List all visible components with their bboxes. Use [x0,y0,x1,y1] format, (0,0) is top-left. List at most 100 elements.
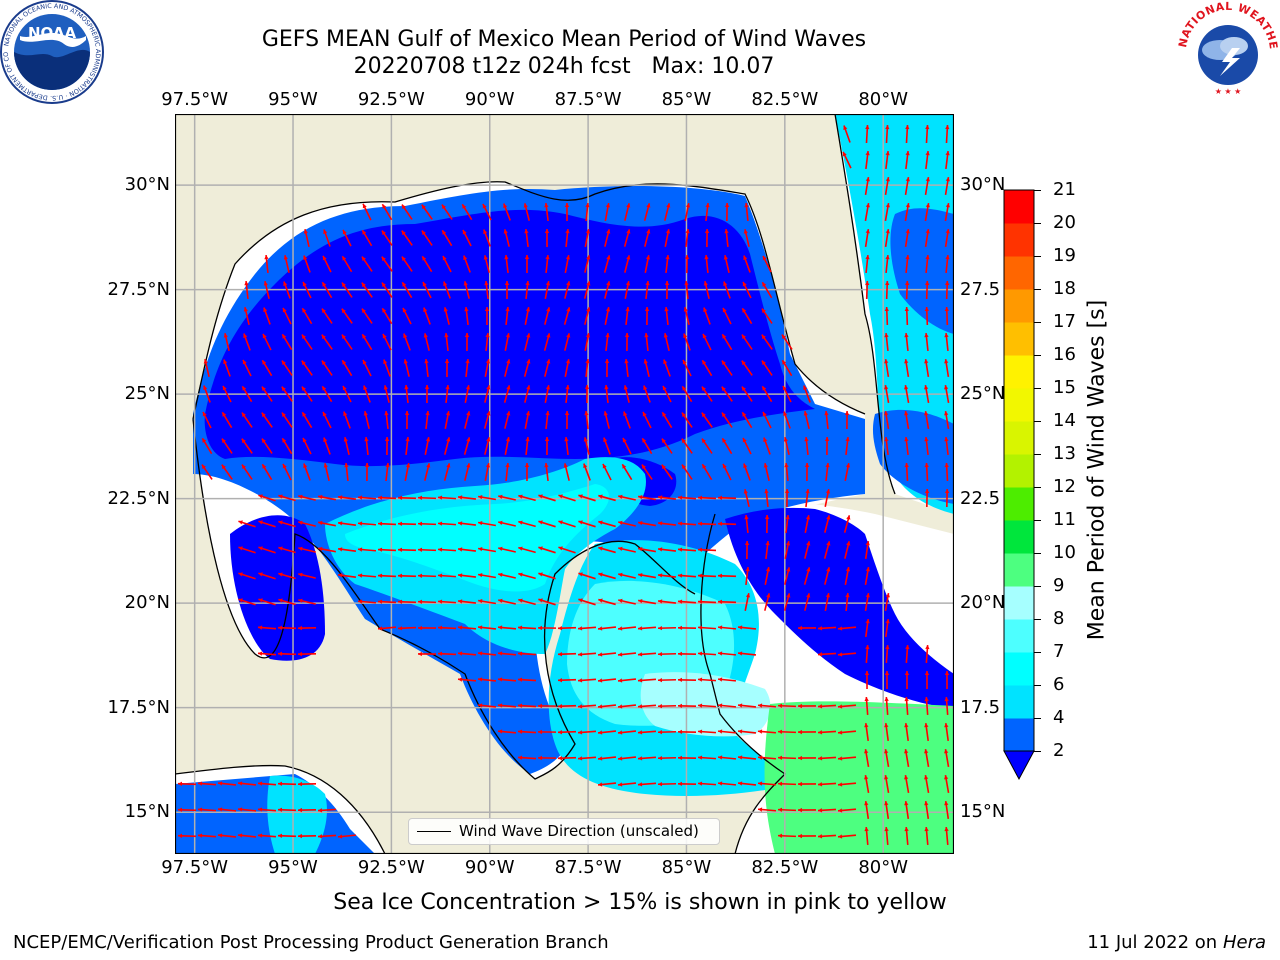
wave-arrow-head [698,521,703,526]
wave-arrow-head [578,520,583,525]
nws-logo: NATIONAL WEATHER SERVICE ★ ★ ★ [1176,0,1280,102]
colorbar-tick-mark [1034,354,1041,356]
wave-arrow-head [704,255,709,260]
wave-arrow-head [718,781,723,786]
colorbar-band [1004,553,1034,587]
wave-arrow-head [545,411,550,416]
wave-arrow-head [298,572,303,577]
wave-arrow-head [382,204,387,209]
lon-tick-label: 85°W [661,89,712,110]
wave-arrow-head [806,567,811,572]
wave-arrow-head [364,437,369,442]
wave-arrow-head [944,749,949,754]
wave-arrow-head [258,494,263,499]
wave-arrow-head [426,463,431,468]
wave-arrow-head [764,515,770,519]
wave-arrow-head [458,573,463,578]
lon-tick-label: 87.5°W [554,89,622,110]
date-text: 11 Jul 2022 on [1087,932,1223,953]
wave-arrow-head [446,437,451,442]
wave-arrow-head [904,359,909,364]
wave-arrow-head [805,515,811,520]
wave-arrow-head [404,411,410,415]
wave-arrow-head [663,333,668,338]
wave-arrow-head [463,281,468,286]
wave-arrow-head [398,626,403,631]
wave-arrow-head [944,671,950,675]
wave-arrow-head [702,464,707,469]
wave-arrow-head [478,495,483,500]
wave-arrow-head [526,333,531,338]
wave-arrow-head [498,703,503,708]
wave-arrow-head [381,256,386,262]
wave-arrow-head [721,386,726,392]
wave-arrow-head [238,572,243,577]
wave-arrow-head [566,333,571,338]
wave-arrow-head [302,281,307,287]
wave-arrow-head [838,626,843,631]
colorbar-tick-mark [1034,519,1041,521]
wave-arrow-head [538,703,542,709]
wave-arrow-head [718,521,723,526]
colorbar-band [1004,487,1034,521]
wave-arrow-head [803,385,808,391]
wave-arrow-head [518,651,523,656]
wave-arrow-head [865,281,870,286]
wave-arrow-head [865,125,870,130]
wave-arrow-head [838,756,843,761]
wave-arrow-head [558,652,563,657]
wave-arrow-head [598,704,603,709]
wave-arrow-head [198,833,203,838]
colorbar-label: Mean Period of Wind Waves [s] [1084,299,1110,641]
colorbar-band [1004,289,1034,323]
wave-arrow-head [262,333,267,339]
wave-arrow-head [298,807,302,813]
wave-arrow-head [385,463,390,468]
wave-arrow-head [865,567,870,572]
wave-arrow-head [844,411,850,415]
wave-arrow-head [464,307,469,312]
wave-arrow-head [546,333,551,338]
wave-arrow-head [578,730,583,735]
wave-arrow-head [506,359,511,364]
wave-arrow-head [341,334,346,340]
wave-arrow-head [438,495,443,500]
lon-tick-label: 90°W [464,89,515,110]
map-grid [175,114,954,854]
wave-arrow-head [298,494,303,499]
wave-arrow-head [446,463,451,468]
wave-arrow-head [618,730,623,735]
wave-arrow-head [358,573,363,578]
wave-arrow-head [323,463,328,468]
wave-arrow-head [318,808,323,813]
wave-arrow-head [498,546,503,551]
colorbar-tick-mark [1034,420,1041,422]
wave-arrow-head [702,333,707,339]
colorbar [1003,189,1035,781]
wave-arrow-head [602,463,607,469]
wave-arrow-head [864,827,869,832]
wave-arrow-head [818,756,823,761]
wave-arrow-head [924,827,929,832]
wave-arrow-head [178,807,183,813]
wave-arrow-head [846,541,851,546]
wave-arrow-head [924,333,929,338]
wave-arrow-head [924,463,929,468]
wave-arrow-head [578,572,583,577]
wave-arrow-head [884,723,889,728]
wave-arrow-head [378,547,383,552]
wave-arrow-head [321,308,326,314]
wave-arrow-head [684,255,690,259]
wave-arrow-head [403,333,408,339]
wave-arrow-head [565,385,570,390]
wave-arrow-head [865,229,870,234]
colorbar-band [1004,586,1034,620]
wave-arrow-head [845,463,851,468]
wave-arrow-head [865,203,871,208]
wave-arrow-head [238,833,243,838]
wave-arrow-head [642,438,647,443]
wave-arrow-head [618,598,623,603]
wave-arrow-head [818,704,823,709]
wave-arrow-head [845,567,851,572]
wave-arrow-head [526,385,531,390]
